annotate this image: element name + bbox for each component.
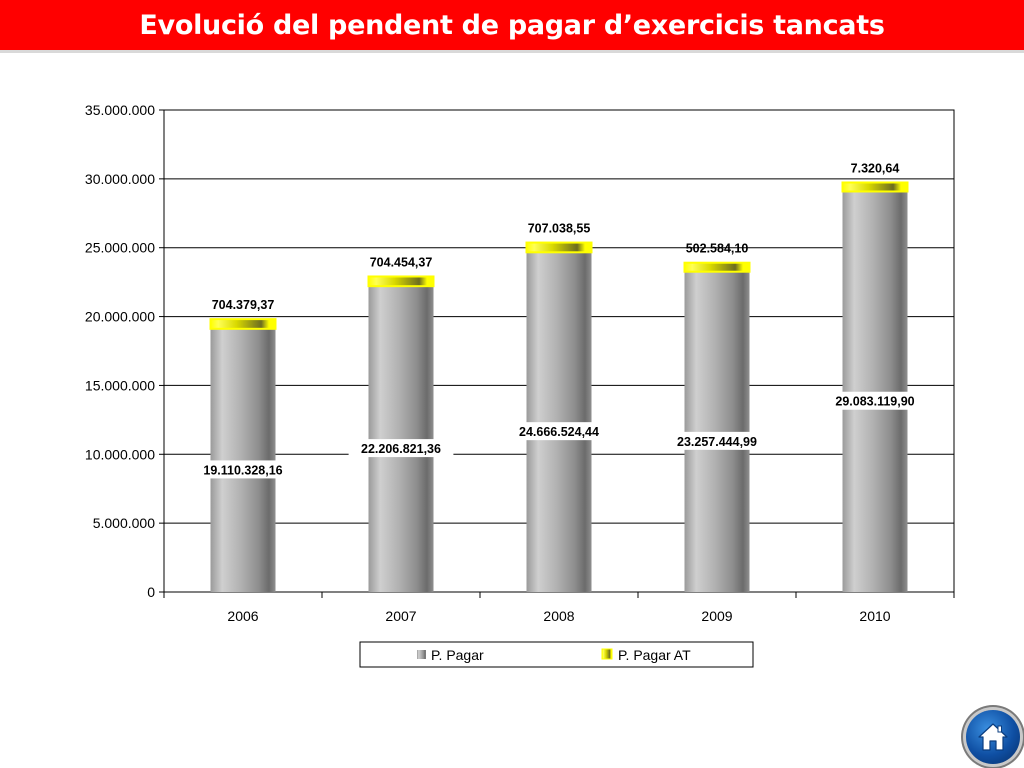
bar-p-pagar-at	[841, 181, 909, 193]
data-label-p-pagar-at: 704.379,37	[212, 298, 275, 312]
data-label-box	[822, 391, 928, 410]
title-bar: Evolució del pendent de pagar d’exercici…	[0, 0, 1024, 50]
x-tick-label: 2010	[859, 608, 890, 624]
home-icon	[978, 723, 1008, 751]
y-tick-label: 20.000.000	[85, 309, 155, 325]
y-tick-label: 15.000.000	[85, 377, 155, 393]
data-label-box	[190, 460, 296, 479]
slide-title: Evolució del pendent de pagar d’exercici…	[139, 9, 885, 41]
y-tick-label: 0	[147, 584, 155, 600]
x-axis: 2006 2007 2008 2009 2010	[163, 592, 955, 624]
y-tick-label: 25.000.000	[85, 240, 155, 256]
data-label-p-pagar: 29.083.119,90	[835, 395, 914, 409]
bar-p-pagar-at	[367, 275, 435, 288]
y-tick-label: 10.000.000	[85, 446, 155, 462]
data-label-p-pagar: 24.666.524,44	[519, 425, 599, 439]
x-tick-label: 2007	[385, 608, 416, 624]
data-label-box	[348, 439, 454, 458]
legend-swatch-p-pagar-at	[601, 648, 613, 660]
data-labels: 19.110.328,16 704.379,37 22.206.821,36 704.…	[190, 161, 928, 479]
data-label-p-pagar-at: 707.038,55	[528, 222, 591, 236]
legend-swatch-p-pagar	[417, 650, 426, 659]
data-label-p-pagar-at: 502.584,10	[686, 242, 749, 256]
data-label-p-pagar: 19.110.328,16	[203, 463, 282, 477]
x-tick-label: 2006	[227, 608, 258, 624]
bars	[209, 181, 909, 593]
data-label-p-pagar-at: 704.454,37	[370, 255, 433, 269]
data-label-box	[506, 422, 612, 441]
bar-p-pagar-at	[525, 241, 593, 254]
legend-label-p-pagar-at: P. Pagar AT	[618, 647, 691, 663]
y-tick-label: 35.000.000	[85, 102, 155, 118]
bar-p-pagar-at	[209, 318, 277, 330]
y-tick-label: 5.000.000	[93, 515, 155, 531]
data-label-box	[664, 431, 770, 450]
data-label-p-pagar: 22.206.821,36	[361, 442, 441, 456]
bar-p-pagar-at	[683, 261, 751, 273]
y-axis: 0 5.000.000 10.000.000 15.000.000 20.000.000…	[85, 102, 164, 600]
x-tick-label: 2009	[701, 608, 732, 624]
home-button[interactable]	[966, 710, 1020, 764]
y-tick-label: 30.000.000	[85, 171, 155, 187]
legend: P. Pagar P. Pagar AT	[359, 641, 754, 668]
x-tick-label: 2008	[543, 608, 574, 624]
legend-label-p-pagar: P. Pagar	[431, 647, 484, 663]
data-label-p-pagar: 23.257.444,99	[677, 435, 757, 449]
data-label-p-pagar-at: 7.320,64	[851, 161, 900, 175]
